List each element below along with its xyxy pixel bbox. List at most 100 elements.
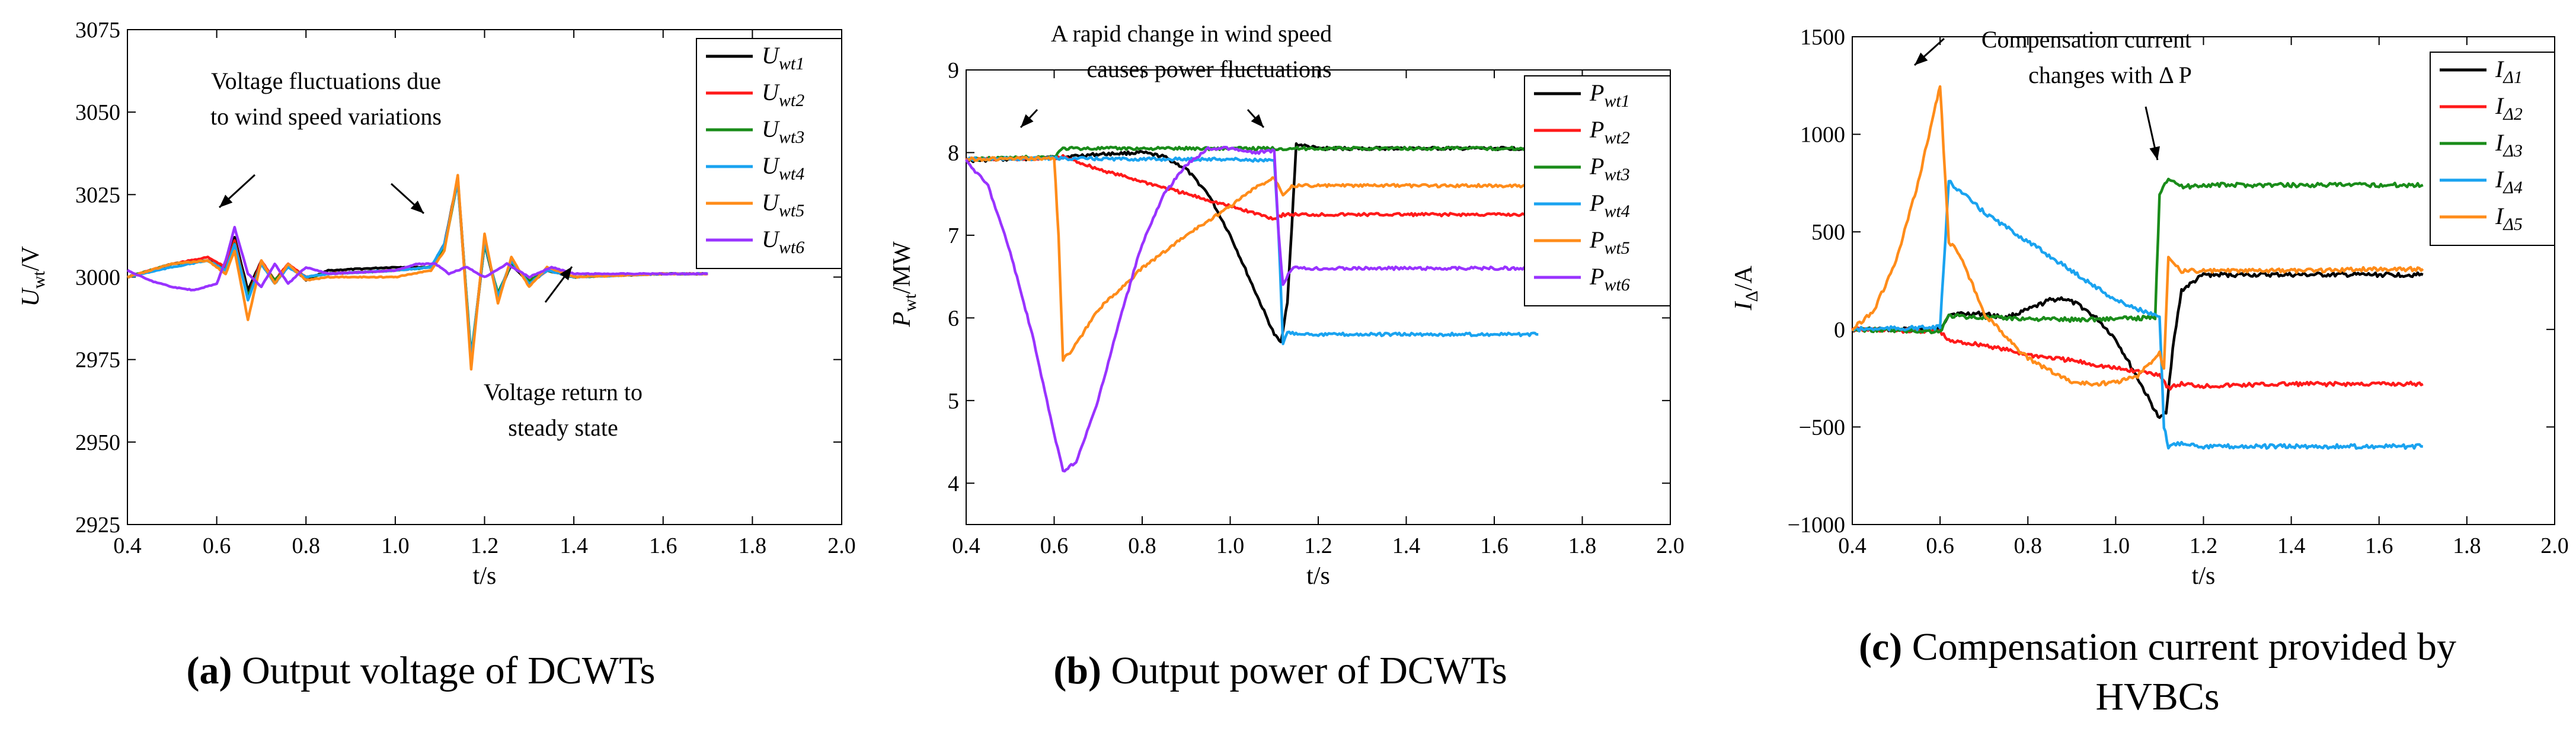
x-tick-label: 1.0: [1216, 533, 1245, 558]
chart-c: 0.4 0.6 0.8 1.0 1.2 1.4 1.6 1.8 2.0 −1000 −500 0 500…: [1730, 25, 2569, 590]
y-tick-label: 7: [948, 223, 959, 248]
x-tick-label: 1.8: [2453, 533, 2481, 558]
y-tick-label: 3000: [75, 266, 120, 290]
annotation-line: Compensation current: [1981, 26, 2191, 53]
y-tick-label: 3050: [75, 100, 120, 125]
x-tick-label: 2.0: [1656, 533, 1685, 558]
series-line-IΔ2: [1851, 326, 2424, 391]
y-tick-label: −500: [1799, 415, 1845, 440]
annotation-line: changes with Δ P: [2028, 62, 2192, 88]
legend-label: Uwt6: [762, 226, 804, 257]
series-line-Pwt3: [965, 145, 1539, 162]
x-tick-label: 2.0: [2540, 533, 2569, 558]
annotation-line: Voltage return to: [484, 379, 643, 405]
series-line-Uwt5: [127, 174, 708, 371]
y-tick-label: −1000: [1788, 513, 1845, 538]
y-tick-label: 2950: [75, 430, 120, 455]
legend-label: Uwt5: [762, 189, 804, 220]
series-line-IΔ4: [1852, 180, 2423, 450]
x-tick-label: 0.6: [1040, 533, 1069, 558]
legend-label: Pwt1: [1589, 79, 1630, 111]
x-tick-label: 0.4: [952, 533, 980, 558]
legend-label: IΔ3: [2495, 129, 2523, 161]
x-axis-label: t/s: [2192, 562, 2216, 590]
legend-label: Uwt1: [762, 42, 804, 73]
x-axis-label: t/s: [1306, 562, 1330, 590]
x-tick-label: 0.6: [1926, 533, 1954, 558]
y-tick-label: 2925: [75, 513, 120, 538]
series-line-IΔ1: [1852, 271, 2424, 419]
y-tick-label: 4: [948, 471, 959, 496]
arrow-comp-left-head: [1915, 52, 1928, 65]
caption-a-text: Output voltage of DCWTs: [242, 649, 656, 692]
panel-b: 0.4 0.6 0.8 1.0 1.2 1.4 1.6 1.8 2.0 4 5 6 7 8 9 t/s Pwt/…: [859, 0, 1719, 729]
x-tick-label: 1.6: [649, 533, 677, 558]
series-line-Pwt5: [966, 155, 1539, 362]
y-tick-label: 1500: [1800, 25, 1845, 50]
x-tick-label: 1.2: [471, 533, 499, 558]
series-line-Pwt6: [965, 146, 1539, 473]
legend-label: IΔ2: [2495, 92, 2523, 124]
y-tick-label: 3025: [75, 183, 120, 207]
series-line-IΔ5: [1851, 85, 2424, 387]
caption-c-letter: (c): [1858, 625, 1903, 669]
caption-a: (a) Output voltage of DCWTs: [59, 646, 782, 696]
y-axis-label: Uwt/V: [17, 246, 49, 306]
annotation-line: causes power fluctuations: [1086, 56, 1331, 82]
x-tick-label: 0.6: [203, 533, 231, 558]
x-tick-label: 2.0: [827, 533, 856, 558]
x-axis-label: t/s: [473, 562, 497, 590]
legend-label: IΔ4: [2495, 166, 2523, 197]
y-tick-label: 3075: [75, 18, 120, 43]
series-line-Pwt4: [966, 155, 1539, 346]
x-tick-label: 1.4: [560, 533, 588, 558]
x-tick-label: 1.6: [2365, 533, 2393, 558]
legend-label: Pwt4: [1589, 190, 1630, 221]
caption-c: (c) Compensation current provided by HVB…: [1754, 622, 2561, 722]
series-line-IΔ3: [1851, 177, 2424, 334]
x-tick-label: 0.8: [1128, 533, 1156, 558]
legend-label: Pwt6: [1589, 263, 1630, 295]
legend-box: [696, 38, 842, 269]
arrow-power-left-head: [1021, 114, 1034, 127]
legend-label: Pwt5: [1589, 226, 1630, 258]
arrow-fluct-right-head: [410, 200, 424, 213]
legend-label: Pwt2: [1589, 116, 1630, 148]
caption-a-letter: (a): [186, 649, 232, 692]
legend-box: [1524, 75, 1671, 306]
series-line-Uwt6: [126, 226, 708, 292]
annotation-line: to wind speed variations: [210, 103, 442, 130]
x-tick-label: 1.2: [2190, 533, 2218, 558]
y-axis-label: IΔ/A: [1730, 266, 1762, 311]
legend-label: Uwt2: [762, 79, 804, 110]
arrow-comp-right-head: [2149, 146, 2160, 160]
legend-label: IΔ5: [2495, 203, 2523, 234]
x-tick-label: 0.8: [2014, 533, 2043, 558]
arrow-return-head: [560, 267, 572, 280]
panel-c: 0.4 0.6 0.8 1.0 1.2 1.4 1.6 1.8 2.0 −1000 −500 0 500…: [1719, 0, 2576, 729]
panel-a: 0.4 0.6 0.8 1.0 1.2 1.4 1.6 1.8 2.0 2925 2950 2975 3…: [0, 0, 859, 729]
legend-label: IΔ1: [2495, 56, 2523, 87]
caption-b: (b) Output power of DCWTs: [931, 646, 1630, 696]
y-tick-label: 1000: [1800, 123, 1845, 148]
x-tick-label: 1.8: [739, 533, 767, 558]
chart-a: 0.4 0.6 0.8 1.0 1.2 1.4 1.6 1.8 2.0 2925 2950 2975 3…: [17, 18, 856, 590]
y-tick-label: 8: [948, 140, 959, 165]
y-tick-label: 5: [948, 389, 959, 414]
annotation-line: steady state: [508, 414, 618, 441]
legend-label: Uwt4: [762, 152, 804, 184]
legend-box: [2430, 52, 2555, 246]
x-tick-label: 1.8: [1568, 533, 1597, 558]
series-line-Pwt1: [966, 142, 1539, 344]
y-tick-label: 6: [948, 306, 959, 331]
y-axis-label: Pwt/MW: [889, 241, 920, 328]
y-tick-label: 9: [948, 58, 959, 83]
chart-b: 0.4 0.6 0.8 1.0 1.2 1.4 1.6 1.8 2.0 4 5 6 7 8 9 t/s Pwt/…: [889, 20, 1685, 590]
x-tick-label: 1.4: [2277, 533, 2306, 558]
x-tick-label: 0.4: [113, 533, 142, 558]
arrow-power-right-head: [1251, 114, 1264, 127]
legend-label: Uwt3: [762, 116, 804, 147]
annotation-line: Voltage fluctuations due: [211, 68, 441, 94]
caption-b-letter: (b): [1053, 649, 1102, 692]
caption-c-line1: Compensation current provided by: [1912, 625, 2457, 669]
